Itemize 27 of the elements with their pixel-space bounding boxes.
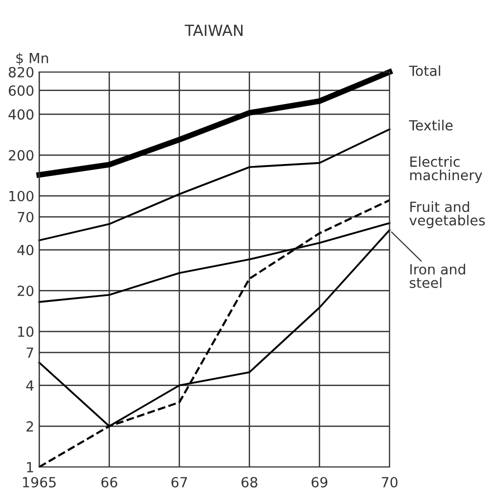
y-tick-label: 70 [18, 212, 34, 222]
x-tick-label: 70 [382, 476, 398, 488]
x-tick-label: 69 [312, 476, 328, 488]
x-tick-label: 68 [242, 476, 258, 488]
series-label: Textile [408, 120, 453, 131]
x-tick-label: 67 [171, 476, 187, 488]
y-tick-label: 100 [9, 190, 34, 202]
y-tick-label: 600 [8, 85, 34, 96]
y-tick-label: 400 [8, 109, 34, 120]
y-tick-label: 4 [26, 380, 34, 391]
text: Iron and steel [410, 264, 466, 288]
y-tick-label: 20 [18, 286, 34, 296]
y-tick-label: 200 [8, 150, 34, 161]
line-series [38, 128, 390, 242]
y-axis-title: $ Mn [16, 52, 48, 66]
series-label: Total [408, 65, 440, 76]
y-tick-label: 820 [8, 66, 34, 78]
y-tick-label: 7 [26, 348, 34, 358]
series-label: Fruit and vegetables [409, 201, 485, 228]
y-tick-label: 40 [17, 244, 34, 256]
chart-title: TAIWAN [184, 24, 242, 36]
x-tick-label: 1965 [23, 476, 56, 488]
y-tick-label: 1 [27, 462, 34, 472]
y-tick-label: 2 [26, 421, 33, 432]
x-tick-label: 66 [101, 476, 118, 488]
series-label: Electric machinery [410, 156, 482, 184]
y-tick-label: 10 [18, 326, 34, 337]
